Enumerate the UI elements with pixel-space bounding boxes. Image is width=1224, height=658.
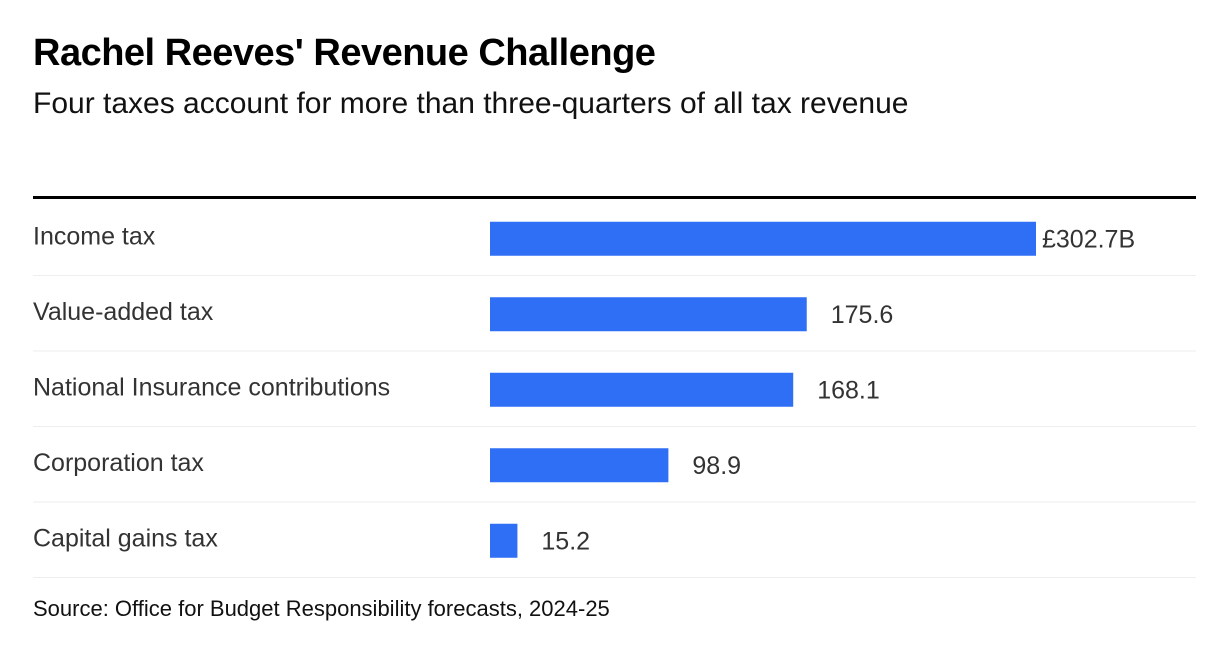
source-note: Source: Office for Budget Responsibility… [33,596,610,621]
value-label: £302.7B [1042,225,1135,253]
category-label: Value-added tax [33,298,214,326]
category-label: Capital gains tax [33,524,218,552]
bar [490,297,807,332]
chart-title: Rachel Reeves' Revenue Challenge [33,32,656,74]
bar [490,523,518,558]
value-label: 15.2 [541,527,590,555]
bar [490,448,669,483]
category-label: Corporation tax [33,449,204,477]
category-label: Income tax [33,222,156,250]
value-label: 98.9 [692,452,741,480]
value-label: 168.1 [817,376,880,404]
category-label: National Insurance contributions [33,373,390,401]
bar [490,372,794,407]
top-rule [33,196,1196,199]
chart-subtitle: Four taxes account for more than three-q… [33,87,909,120]
value-label: 175.6 [831,301,894,329]
bar [490,221,1036,256]
